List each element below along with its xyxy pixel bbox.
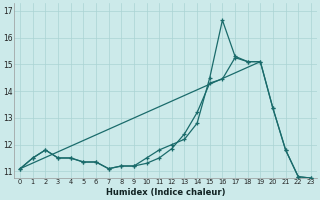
X-axis label: Humidex (Indice chaleur): Humidex (Indice chaleur)	[106, 188, 225, 197]
